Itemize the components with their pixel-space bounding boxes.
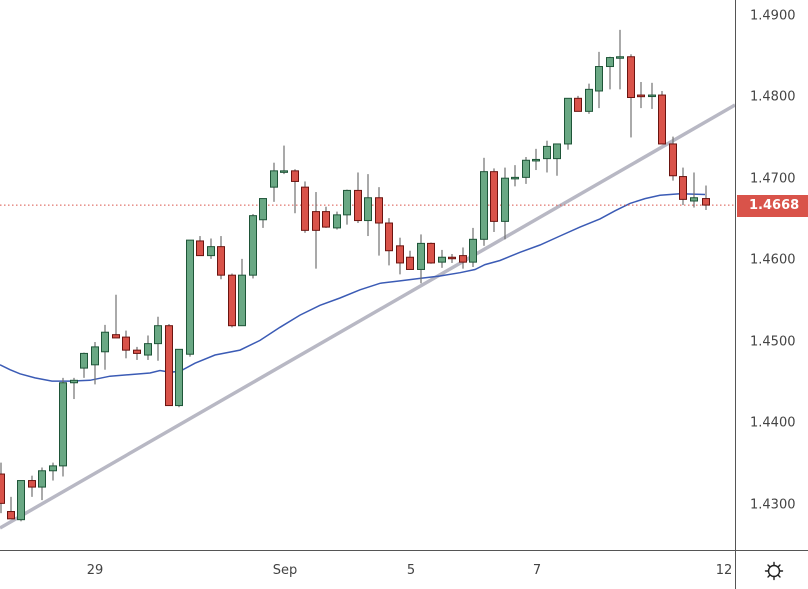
candle-up <box>259 198 267 221</box>
candle-up <box>280 170 288 173</box>
candle-up <box>532 158 540 162</box>
candlestick-plot <box>0 29 736 530</box>
axis-settings-corner <box>735 550 808 589</box>
candle-down <box>448 256 456 260</box>
candle-up <box>59 382 67 467</box>
candle-down <box>427 242 435 264</box>
candle-down <box>165 325 173 407</box>
candle-down <box>375 197 383 224</box>
candle-up <box>553 143 561 160</box>
candle-up <box>343 189 351 216</box>
candle-up <box>469 238 477 263</box>
candle-up <box>101 331 109 353</box>
candle-up <box>543 145 551 160</box>
chart-plot-area[interactable] <box>0 0 736 550</box>
candle-down <box>637 94 645 98</box>
candle-down <box>490 171 498 222</box>
candle-up <box>49 465 57 472</box>
candle-up <box>511 176 519 180</box>
candle-up <box>606 57 614 68</box>
candle-up <box>585 88 593 112</box>
price-tick-label: 1.4800 <box>750 89 796 105</box>
candle-up <box>564 97 572 145</box>
candle-up <box>364 197 372 222</box>
candle-up <box>249 215 257 276</box>
candle-up <box>270 170 278 188</box>
candle-down <box>385 222 393 252</box>
candle-up <box>17 480 25 521</box>
candle-up <box>690 197 698 202</box>
time-tick-label: 12 <box>715 563 733 578</box>
candle-down <box>291 170 299 182</box>
price-tick-label: 1.4700 <box>750 171 796 187</box>
candle-up <box>154 325 162 345</box>
candle-down <box>112 334 120 339</box>
price-tick-label: 1.4300 <box>750 497 796 513</box>
candle-down <box>627 56 635 98</box>
time-tick-label: 7 <box>532 563 542 578</box>
price-tick-label: 1.4900 <box>750 8 796 24</box>
candle-down <box>459 255 467 263</box>
candle-up <box>175 348 183 407</box>
candle-down <box>679 176 687 200</box>
candle-down <box>228 274 236 327</box>
candle-down <box>301 186 309 231</box>
candle-down <box>122 336 130 351</box>
time-tick-label: 5 <box>406 563 416 578</box>
candle-down <box>312 211 320 231</box>
candle-up <box>417 242 425 270</box>
candle-up <box>333 214 341 229</box>
last-price-badge: 1.4668 <box>737 195 808 217</box>
candle-down <box>0 473 5 504</box>
time-tick-label: 29 <box>86 563 104 578</box>
candle-down <box>669 143 677 177</box>
gear-icon[interactable] <box>764 561 784 581</box>
candle-down <box>28 480 36 488</box>
price-tick-label: 1.4500 <box>750 334 796 350</box>
candle-down <box>217 246 225 276</box>
candle-up <box>80 352 88 369</box>
candle-up <box>616 56 624 59</box>
candle-up <box>480 171 488 240</box>
candle-down <box>406 256 414 270</box>
candle-up <box>186 239 194 355</box>
candle-up <box>38 470 46 488</box>
candle-up <box>595 66 603 92</box>
price-tick-label: 1.4400 <box>750 415 796 431</box>
price-axis[interactable]: 1.4900 1.4800 1.4700 1.4600 1.4500 1.440… <box>735 0 808 550</box>
time-tick-label: Sep <box>272 563 298 578</box>
candle-up <box>70 379 78 384</box>
candle-up <box>238 274 246 327</box>
trendline <box>0 103 736 530</box>
candle-down <box>702 198 710 206</box>
time-axis[interactable]: 29 Sep 5 7 12 <box>0 550 735 589</box>
candle-down <box>322 211 330 228</box>
candle-down <box>396 245 404 264</box>
candle-up <box>91 346 99 366</box>
candle-down <box>354 189 362 222</box>
candle-up <box>501 177 509 222</box>
candle-down <box>7 511 15 520</box>
candle-down <box>574 97 582 112</box>
candle-up <box>207 246 215 257</box>
candle-up <box>522 159 530 178</box>
candle-up <box>648 94 656 98</box>
candle-down <box>196 240 204 257</box>
candle-up <box>438 256 446 263</box>
price-tick-label: 1.4600 <box>750 252 796 268</box>
candle-down <box>133 349 141 354</box>
moving-average-line <box>0 192 706 382</box>
candle-down <box>658 94 666 145</box>
candle-up <box>144 343 152 356</box>
